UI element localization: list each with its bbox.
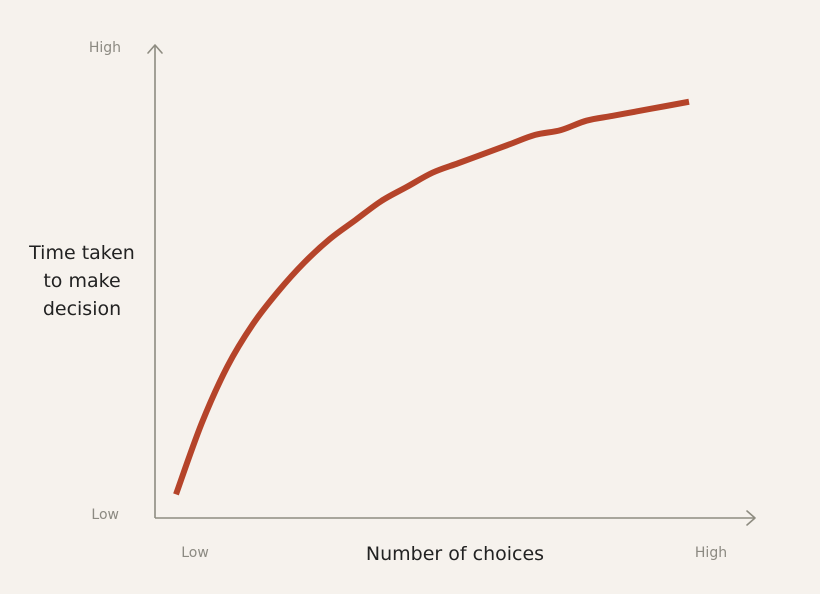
y-axis-label-line-3: decision: [43, 298, 121, 320]
axes: [147, 44, 756, 526]
x-axis-arrow-icon: [746, 510, 756, 526]
y-tick-high: High: [89, 40, 121, 56]
y-tick-low: Low: [91, 507, 119, 523]
y-axis-label-line-1: Time taken: [28, 242, 135, 264]
y-axis-label-line-2: to make: [43, 270, 120, 292]
x-tick-low: Low: [181, 545, 209, 561]
y-axis-arrow-icon: [147, 44, 163, 54]
series-line: [173, 98, 690, 496]
x-axis-label: Number of choices: [366, 543, 544, 565]
x-tick-high: High: [695, 545, 727, 561]
